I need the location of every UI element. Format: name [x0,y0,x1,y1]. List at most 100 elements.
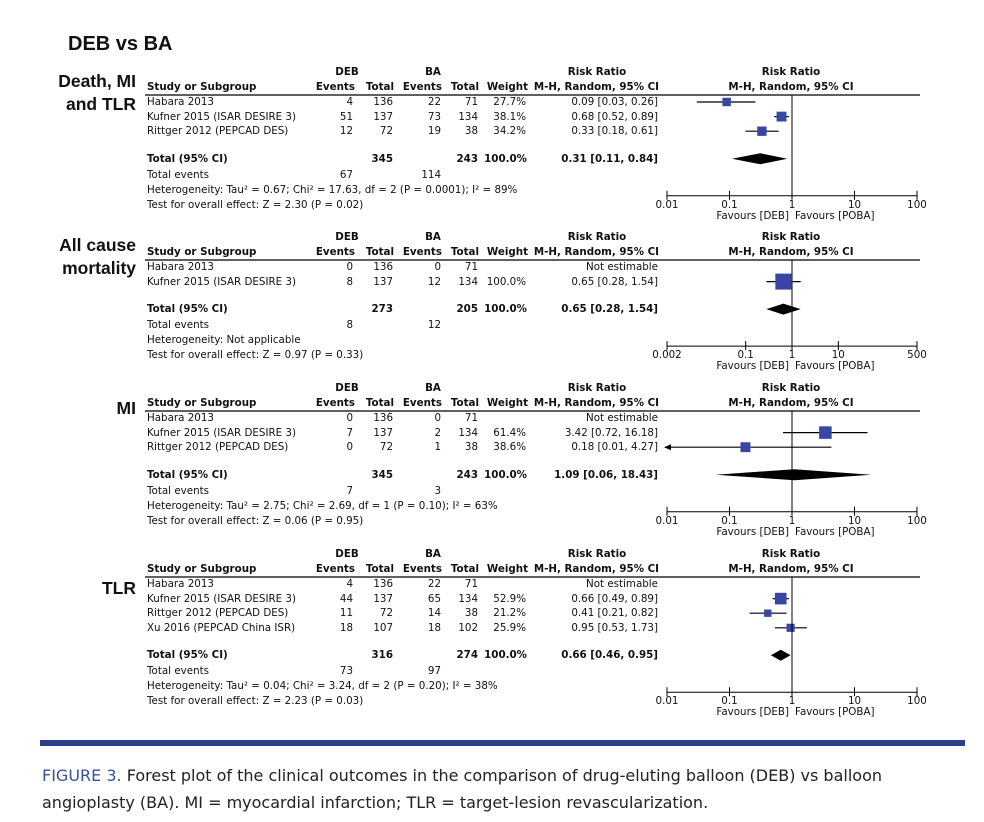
total-events-ba: 12 [427,319,441,332]
total-events-deb: 7 [346,484,353,497]
total-events-deb: 8 [346,319,353,332]
study-risk-ratio: Not estimable [586,261,658,273]
total-ba: 274 [456,649,479,662]
overall-effect: Test for overall effect: Z = 2.23 (P = 0… [147,695,364,708]
header-study: Study or Subgroup [147,81,257,93]
study-name: Rittger 2012 (PEPCAD DES) [147,441,289,454]
ba-events: 22 [427,96,441,108]
study-weight: 25.9% [493,621,526,634]
header-deb-events: Events [315,246,355,258]
x-tick-label: 1 [788,198,796,211]
header-group-ba: BA [425,382,441,394]
study-effect-square [775,273,792,290]
ba-total: 71 [464,578,478,590]
x-tick-label: 0.1 [721,514,738,527]
x-tick-label: 10 [847,695,862,708]
header-group-deb: DEB [335,66,359,78]
deb-total: 72 [379,607,393,620]
total-events-label: Total events [147,665,210,678]
ba-total: 38 [464,125,478,138]
total-risk-ratio: 0.31 [0.11, 0.84] [561,152,658,165]
header-ba-total: Total [450,246,479,258]
study-effect-square [722,97,731,107]
ba-total: 71 [464,261,478,273]
ba-total: 134 [458,592,478,605]
total-risk-ratio: 0.65 [0.28, 1.54] [561,303,658,316]
header-group-ba: BA [425,548,441,560]
x-tick-label: 0.1 [737,349,754,362]
header-ba-events: Events [402,81,442,93]
header-plot-risk-ratio: Risk Ratio [761,231,821,243]
study-name: Xu 2016 (PEPCAD China ISR) [147,621,296,634]
ba-events: 22 [427,578,441,590]
x-tick-label: 10 [847,198,862,211]
header-plot-method: M-H, Random, 95% CI [728,397,854,409]
overall-effect: Test for overall effect: Z = 2.30 (P = 0… [147,198,364,211]
header-weight: Weight [486,246,528,258]
header-plot-method: M-H, Random, 95% CI [728,246,854,258]
outcome-label: TLR [101,578,136,598]
x-tick-label: 0.1 [721,198,738,211]
favours-right: Favours [POBA] [795,360,875,373]
header-rr-method: M-H, Random, 95% CI [533,81,659,93]
ba-events: 0 [434,412,441,424]
caption-divider [40,740,965,746]
study-weight: 27.7% [493,96,526,108]
favours-left: Favours [DEB] [716,360,789,373]
deb-total: 136 [373,578,393,590]
header-deb-events: Events [315,563,355,575]
total-events-label: Total events [147,319,210,332]
ba-total: 134 [458,110,478,123]
ba-events: 12 [427,275,441,288]
outcome-label: MI [116,398,136,418]
total-weight: 100.0% [484,649,527,662]
study-effect-square [757,126,767,136]
total-events-deb: 73 [339,665,353,678]
study-risk-ratio: Not estimable [586,412,658,424]
study-name: Habara 2013 [147,261,214,273]
study-effect-square [764,609,772,617]
favours-right: Favours [POBA] [795,209,875,222]
pooled-effect-diamond [770,649,791,661]
x-tick-label: 10 [847,514,862,527]
outcome-label: All cause [59,235,136,255]
header-weight: Weight [486,397,528,409]
ba-events: 0 [434,261,441,273]
total-deb: 316 [371,649,394,662]
total-ba: 243 [456,152,479,165]
study-effect-square [774,592,787,605]
header-ba-events: Events [402,563,442,575]
total-deb: 345 [371,468,394,481]
header-risk-ratio: Risk Ratio [567,66,627,78]
header-plot-method: M-H, Random, 95% CI [728,81,854,93]
total-events-ba: 3 [434,484,441,497]
ci-arrow-left [664,444,671,451]
total-label: Total (95% CI) [147,152,228,165]
x-tick-label: 100 [907,695,927,708]
header-group-deb: DEB [335,548,359,560]
ba-events: 1 [434,441,441,454]
deb-events: 8 [346,275,353,288]
x-tick-label: 1 [788,695,796,708]
header-study: Study or Subgroup [147,397,257,409]
header-rr-method: M-H, Random, 95% CI [533,397,659,409]
ba-total: 38 [464,441,478,454]
overall-effect: Test for overall effect: Z = 0.97 (P = 0… [147,349,364,362]
deb-total: 137 [373,592,393,605]
header-deb-total: Total [365,397,394,409]
total-events-label: Total events [147,484,210,497]
study-risk-ratio: 0.65 [0.28, 1.54] [571,275,658,288]
total-ba: 243 [456,468,479,481]
study-name: Kufner 2015 (ISAR DESIRE 3) [147,426,296,439]
favours-left: Favours [DEB] [716,525,789,538]
study-risk-ratio: 0.41 [0.21, 0.82] [571,607,658,620]
x-tick-label: 1 [788,349,796,362]
favours-right: Favours [POBA] [795,525,875,538]
deb-total: 136 [373,412,393,424]
header-study: Study or Subgroup [147,563,257,575]
study-weight: 100.0% [486,275,526,288]
ba-events: 2 [434,426,441,439]
heterogeneity: Heterogeneity: Tau² = 0.04; Chi² = 3.24,… [147,680,498,693]
study-risk-ratio: 0.66 [0.49, 0.89] [571,592,658,605]
deb-events: 44 [339,592,353,605]
